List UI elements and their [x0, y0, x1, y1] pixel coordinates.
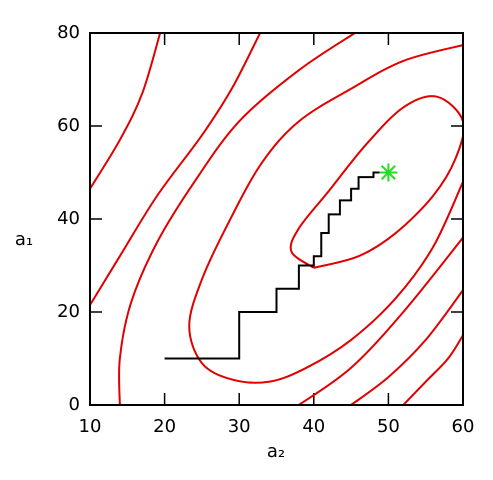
y-tick-label: 0	[69, 394, 80, 415]
x-axis-label: a₂	[267, 441, 285, 462]
y-tick-label: 40	[57, 208, 80, 229]
x-tick-label: 20	[153, 416, 176, 437]
marker-stroke	[380, 165, 396, 180]
contour-line	[118, 33, 356, 405]
contour-line	[289, 95, 463, 269]
descent-path	[164, 171, 381, 360]
contour-line	[402, 334, 463, 405]
x-tick-label: 60	[452, 416, 475, 437]
minimum-marker	[379, 163, 398, 182]
y-axis-label: a₁	[15, 229, 33, 250]
y-tick-label: 80	[57, 22, 80, 43]
plot-frame	[89, 32, 464, 406]
contour-line	[90, 33, 162, 190]
x-tick-label: 50	[377, 416, 400, 437]
contour-line	[350, 289, 463, 405]
y-tick-label: 60	[57, 115, 80, 136]
x-tick-label: 10	[79, 416, 102, 437]
x-tick-label: 30	[228, 416, 251, 437]
contour-line	[188, 44, 463, 384]
contour-line	[298, 236, 463, 405]
y-tick-label: 20	[57, 301, 80, 322]
contour-line	[90, 33, 261, 306]
x-tick-label: 40	[302, 416, 325, 437]
